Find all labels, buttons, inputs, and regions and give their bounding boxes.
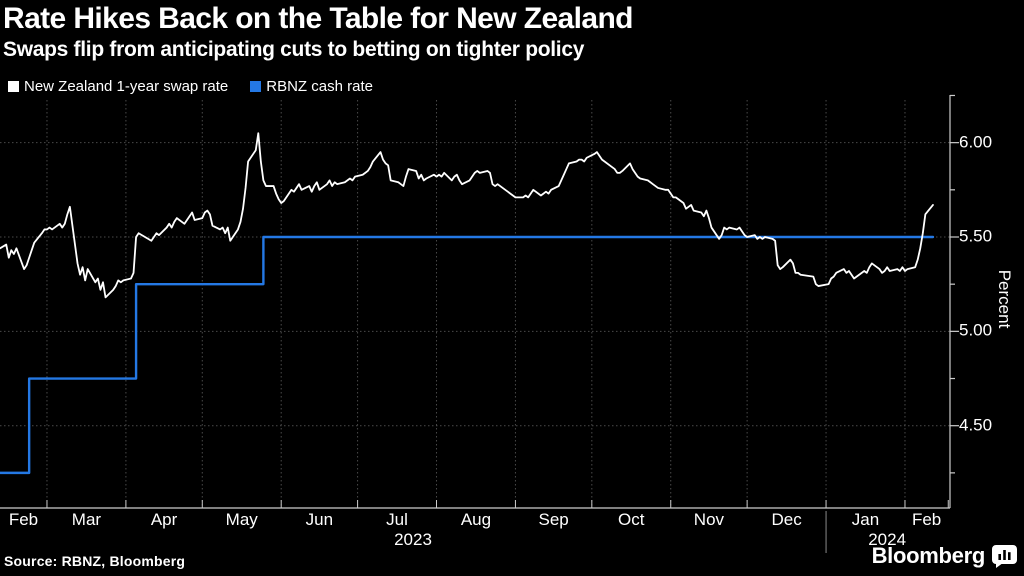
year-label: 2024 xyxy=(868,530,907,549)
x-tick-label: Jul xyxy=(386,510,408,529)
y-tick-label: 5.00 xyxy=(959,320,993,340)
year-label: 2023 xyxy=(394,530,432,549)
legend-item-swap-rate: New Zealand 1-year swap rate xyxy=(8,78,228,95)
chart-legend: New Zealand 1-year swap rate RBNZ cash r… xyxy=(8,78,373,95)
x-tick-label: Sep xyxy=(538,510,569,529)
y-tick-label: 4.50 xyxy=(959,415,993,435)
legend-swatch-swap-rate xyxy=(8,81,19,92)
source-note: Source: RBNZ, Bloomberg xyxy=(4,553,186,569)
legend-item-cash-rate: RBNZ cash rate xyxy=(250,78,373,95)
cash-rate-line xyxy=(0,235,935,475)
y-axis-title: Percent xyxy=(995,269,1014,329)
x-tick-label: Apr xyxy=(150,510,178,529)
bloomberg-wordmark: Bloomberg xyxy=(871,543,986,568)
bloomberg-logo: Bloomberg xyxy=(872,543,1017,569)
x-tick-label: Feb xyxy=(8,510,39,529)
chart-subtitle: Swaps flip from anticipating cuts to bet… xyxy=(3,38,585,61)
x-tick-label: Mar xyxy=(71,510,102,529)
x-tick-label: Nov xyxy=(693,510,725,529)
x-tick-label: Jan xyxy=(851,510,880,529)
swap-rate-line xyxy=(0,132,934,299)
x-tick-label: Aug xyxy=(460,510,492,529)
legend-label-cash-rate: RBNZ cash rate xyxy=(266,78,373,95)
legend-label-swap-rate: New Zealand 1-year swap rate xyxy=(24,78,229,95)
x-tick-label: May xyxy=(225,510,258,529)
legend-swatch-cash-rate xyxy=(250,81,262,92)
x-tick-label: Dec xyxy=(771,510,802,529)
bloomberg-terminal-icon xyxy=(992,544,1017,568)
x-tick-label: Oct xyxy=(618,510,645,529)
chart-title: Rate Hikes Back on the Table for New Zea… xyxy=(3,2,634,35)
x-tick-label: Jun xyxy=(305,510,334,529)
y-tick-label: 5.50 xyxy=(959,226,993,246)
x-tick-label: Feb xyxy=(911,510,942,529)
y-tick-label: 6.00 xyxy=(959,132,993,152)
